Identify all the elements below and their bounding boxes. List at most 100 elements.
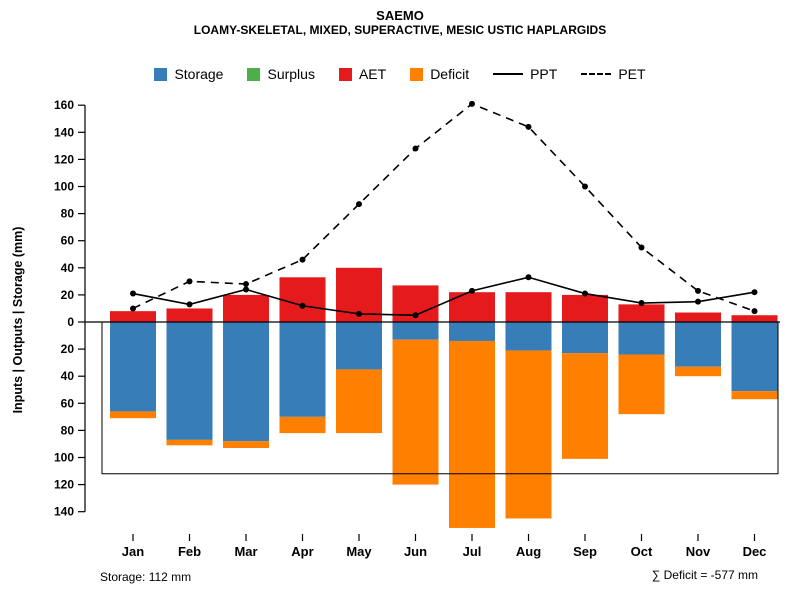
pet-line: [132, 102, 755, 312]
ppt-marker: [695, 298, 701, 305]
deficit-bar: [618, 354, 665, 415]
y-tick-label: 120: [54, 152, 74, 166]
pet-marker: [186, 278, 193, 285]
y-tick-label: 20: [61, 288, 75, 302]
storage-bar: [223, 322, 269, 442]
ppt-marker: [186, 301, 193, 308]
y-tick-label: 60: [61, 234, 75, 248]
x-tick-label: Oct: [631, 544, 653, 559]
deficit-bar: [166, 439, 213, 446]
storage-bar: [279, 322, 326, 417]
x-tick-label: Feb: [178, 544, 201, 559]
legend-item-surplus: Surplus: [247, 66, 315, 82]
aet-bar: [675, 312, 721, 322]
chart-subtitle: LOAMY-SKELETAL, MIXED, SUPERACTIVE, MESI…: [193, 23, 607, 37]
y-tick-label: 80: [61, 423, 75, 437]
pet-line-sample-icon: [581, 73, 612, 75]
deficit-sum-annotation: ∑ Deficit = -577 mm: [651, 568, 758, 582]
legend-item-ppt: PPT: [493, 66, 557, 82]
aet-swatch-icon: [338, 67, 352, 81]
chart-title: SAEMO: [376, 8, 424, 23]
pet-marker: [299, 256, 306, 263]
storage-bar: [166, 322, 213, 440]
ppt-marker: [638, 300, 645, 307]
storage-bar: [731, 322, 778, 392]
ppt-line: [132, 276, 755, 317]
storage-bar: [618, 322, 665, 355]
deficit-bar: [562, 353, 608, 459]
surplus-swatch-icon: [247, 67, 261, 81]
x-tick-label: Aug: [516, 544, 541, 559]
x-tick-label: Apr: [291, 544, 313, 559]
storage-bar: [505, 322, 552, 351]
chart-legend: Storage Surplus AET Deficit PPT PET: [0, 66, 800, 82]
deficit-bar: [223, 441, 269, 449]
pet-marker: [751, 308, 758, 315]
ppt-marker: [299, 302, 306, 309]
x-tick-label: Sep: [573, 544, 597, 559]
storage-bar: [562, 322, 608, 354]
pet-marker: [525, 123, 532, 130]
y-tick-label: 100: [54, 180, 74, 194]
legend-label: Surplus: [267, 66, 315, 82]
pet-marker: [412, 145, 419, 152]
ppt-marker: [356, 310, 362, 317]
legend-label: Storage: [174, 66, 224, 82]
aet-bar: [449, 292, 495, 322]
y-axis-title: Inputs | Outputs | Storage (mm): [11, 227, 25, 414]
legend-label: AET: [358, 66, 387, 82]
deficit-bar: [110, 411, 156, 419]
y-tick-label: 100: [54, 451, 74, 465]
pet-marker: [638, 244, 645, 251]
pet-marker: [243, 281, 249, 288]
legend-label: PET: [618, 66, 646, 82]
x-tick-label: Jan: [122, 544, 144, 559]
ppt-marker: [582, 290, 588, 297]
ppt-marker: [525, 274, 532, 281]
pet-marker: [695, 287, 701, 294]
deficit-bar: [505, 350, 552, 519]
legend-item-deficit: Deficit: [410, 66, 469, 82]
legend-label: Deficit: [430, 66, 470, 82]
x-tick-label: Nov: [686, 544, 711, 559]
storage-bar: [449, 322, 495, 341]
y-tick-label: 160: [54, 98, 74, 112]
y-tick-label: 40: [61, 369, 75, 383]
ppt-marker: [469, 287, 475, 294]
storage-annotation: Storage: 112 mm: [100, 570, 192, 584]
deficit-bar: [336, 369, 382, 434]
y-tick-label: 80: [61, 207, 75, 221]
storage-swatch-icon: [154, 67, 168, 81]
storage-bar: [392, 322, 439, 340]
aet-bar: [731, 315, 778, 322]
storage-bar: [110, 322, 156, 412]
legend-item-storage: Storage: [154, 66, 223, 82]
aet-bar: [505, 292, 552, 322]
pet-marker: [582, 183, 588, 190]
x-tick-label: May: [346, 544, 372, 559]
y-tick-label: 60: [61, 396, 75, 410]
x-tick-label: Jun: [404, 544, 427, 559]
deficit-swatch-icon: [410, 67, 424, 81]
ppt-marker: [243, 286, 249, 293]
deficit-bar: [731, 391, 778, 400]
y-tick-label: 0: [67, 315, 74, 329]
deficit-bar: [449, 340, 495, 528]
x-tick-label: Mar: [234, 544, 257, 559]
aet-bar: [618, 304, 665, 322]
y-tick-label: 120: [54, 478, 74, 492]
legend-item-pet: PET: [581, 66, 646, 82]
storage-bar: [336, 322, 382, 370]
deficit-bar: [279, 416, 326, 434]
storage-bar: [675, 322, 721, 367]
legend-label: PPT: [530, 66, 558, 82]
pet-marker: [356, 201, 362, 208]
y-tick-label: 40: [61, 261, 75, 275]
aet-bar: [110, 311, 156, 322]
x-tick-label: Dec: [743, 544, 767, 559]
aet-bar: [223, 294, 269, 322]
y-tick-label: 20: [61, 342, 75, 356]
ppt-marker: [412, 312, 419, 319]
